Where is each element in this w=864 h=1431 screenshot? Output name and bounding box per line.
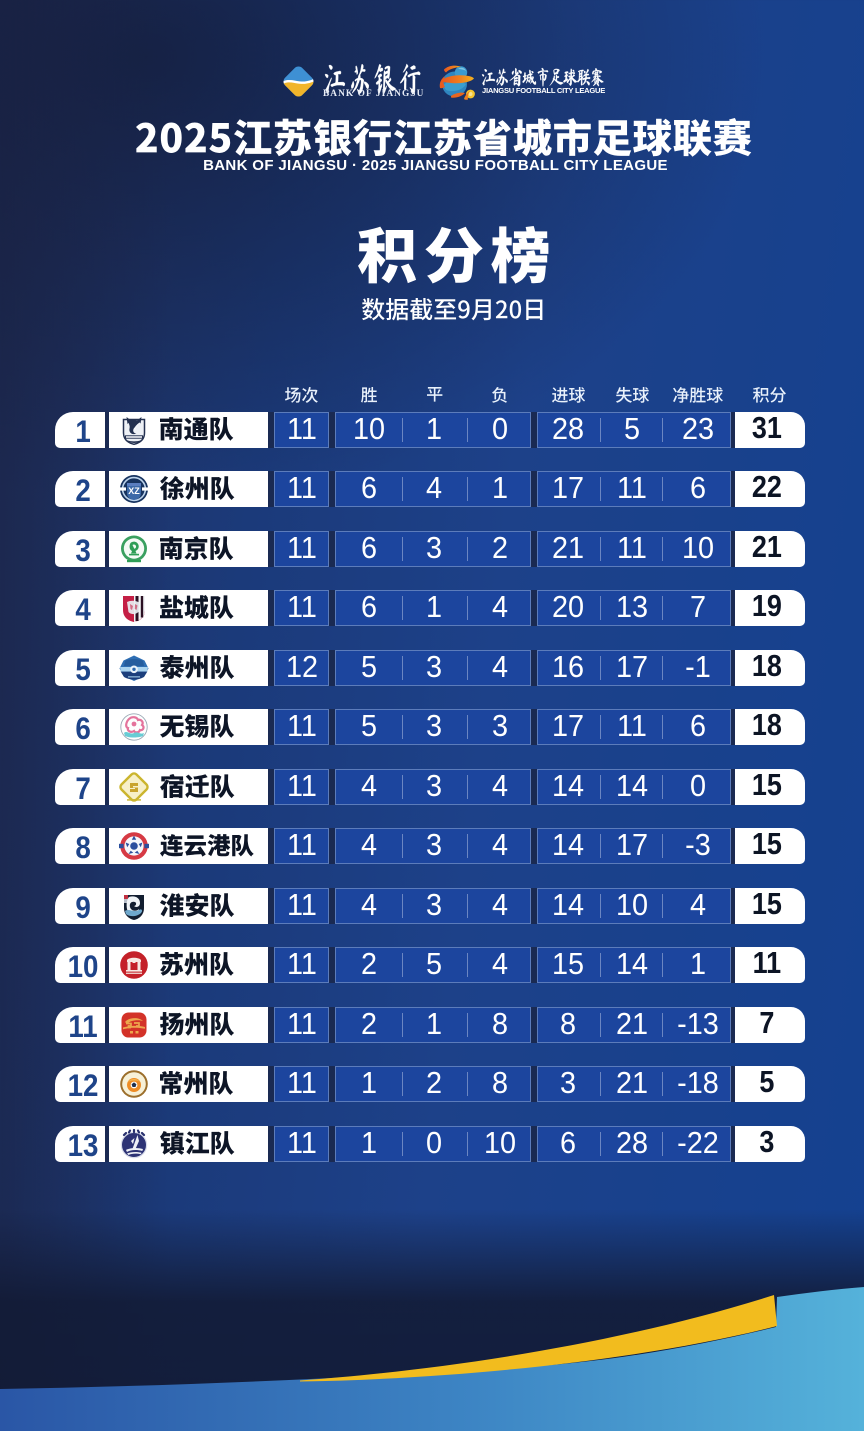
svg-text:XZ: XZ xyxy=(128,486,140,496)
